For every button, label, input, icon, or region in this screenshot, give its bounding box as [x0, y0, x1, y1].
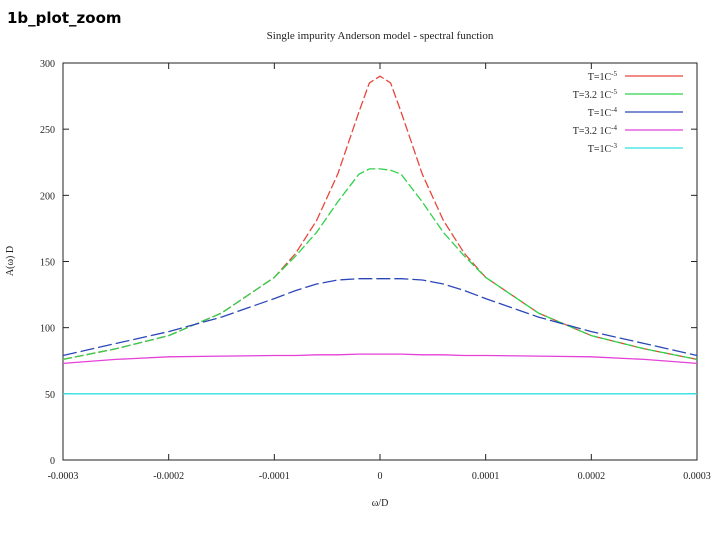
- y-axis-label: A(ω) D: [5, 246, 16, 276]
- x-tick-label: 0.0002: [578, 471, 606, 482]
- y-tick-label: 150: [40, 258, 55, 269]
- legend-label-1: T=1C-5: [588, 70, 618, 83]
- y-tick-label: 50: [45, 390, 55, 401]
- legend-label-2: T=3.2 1C-5: [573, 88, 618, 101]
- y-tick-label: 100: [40, 324, 55, 335]
- chart-title: Single impurity Anderson model - spectra…: [267, 30, 494, 42]
- series-line-2: [62, 168, 698, 361]
- series-line-4: [62, 353, 698, 365]
- legend: T=1C-5 T=3.2 1C-5 T=1C-4 T=3.2 1C-4 T=1C-3: [573, 70, 683, 155]
- x-tick-label: 0.0001: [472, 471, 500, 482]
- series-line-3: [62, 278, 698, 357]
- x-tick-label: -0.0003: [48, 471, 79, 482]
- legend-label-3: T=1C-4: [588, 106, 618, 119]
- y-tick-label: 250: [40, 125, 55, 136]
- series-layer: [62, 75, 698, 395]
- y-tick-label: 200: [40, 191, 55, 202]
- y-tick-label: 0: [50, 456, 55, 467]
- x-tick-label: -0.0002: [153, 471, 184, 482]
- y-tick-label: 300: [40, 59, 55, 70]
- x-tick-label: -0.0001: [259, 471, 290, 482]
- plot-frame: [62, 62, 698, 461]
- x-axis-label: ω/D: [372, 498, 389, 509]
- x-tick-label: 0.0003: [683, 471, 711, 482]
- legend-label-5: T=1C-3: [588, 142, 618, 155]
- x-tick-label: 0: [378, 471, 383, 482]
- legend-label-4: T=3.2 1C-4: [573, 124, 618, 137]
- slide-label: 1b_plot_zoom: [7, 9, 122, 27]
- axis-ticks: -0.0003 -0.0002 -0.0001 0 0.0001 0.0002 0.0003…: [40, 59, 711, 482]
